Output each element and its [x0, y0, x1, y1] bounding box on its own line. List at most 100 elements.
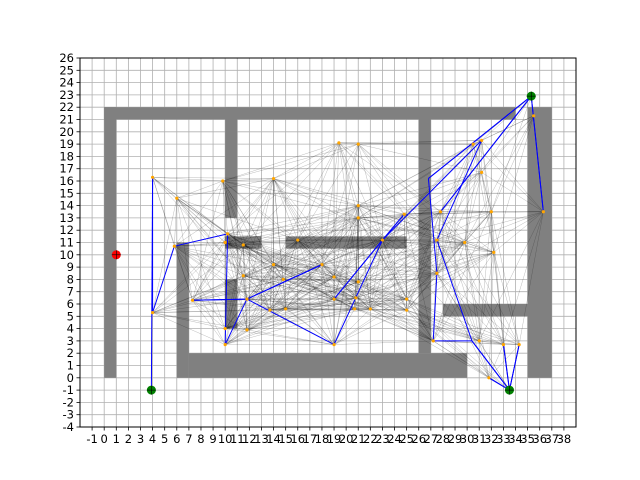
graph-edge	[473, 115, 534, 145]
graph-edge	[243, 275, 371, 310]
graph-node	[532, 114, 536, 118]
graph-node	[368, 307, 372, 311]
graph-edge	[243, 178, 274, 246]
graph-edge	[225, 242, 248, 330]
graph-node	[405, 308, 409, 312]
graph-edge	[192, 300, 248, 330]
graph-edge	[382, 239, 480, 342]
x-tick-label: 1	[113, 432, 120, 446]
graph-edge	[321, 264, 371, 310]
graph-edge	[176, 198, 244, 276]
graph-edge	[222, 180, 359, 206]
graph-edge	[243, 275, 286, 310]
graph-edge	[297, 205, 359, 241]
x-tick-label: 7	[185, 432, 192, 446]
graph-edge	[321, 264, 356, 298]
graph-node	[353, 307, 357, 311]
graph-edge	[436, 211, 492, 241]
graph-edge	[273, 178, 284, 280]
graph-edge	[321, 264, 407, 300]
graph-edge	[358, 205, 371, 309]
graph-edge	[321, 217, 359, 265]
graph-edge	[273, 264, 356, 298]
graph-edge	[358, 140, 482, 219]
graph-edge	[222, 178, 274, 182]
y-tick-label: 12	[59, 223, 74, 237]
graph-edge	[243, 244, 286, 310]
graph-edge	[404, 214, 437, 241]
graph-edge	[406, 298, 490, 378]
graph-edge	[491, 211, 504, 345]
y-tick-label: 26	[59, 51, 74, 65]
graph-edge	[354, 273, 437, 310]
graph-node	[402, 212, 406, 216]
graph-edge	[333, 214, 405, 278]
graph-edge	[334, 276, 407, 300]
graph-node	[492, 250, 496, 254]
graph-edge	[176, 178, 274, 199]
graph-edge	[192, 180, 223, 301]
graph-edge	[222, 180, 248, 300]
graph-edge	[338, 142, 359, 145]
graph-edge	[333, 273, 437, 345]
graph-edge	[243, 244, 322, 265]
x-tick-label: 6	[173, 432, 180, 446]
graph-edge	[321, 214, 405, 265]
graph-edge	[334, 276, 359, 283]
graph-edge	[269, 298, 407, 311]
graph-edge	[436, 239, 465, 243]
graph-edge	[176, 198, 284, 280]
graph-edge	[283, 279, 407, 311]
graph-node	[477, 339, 481, 343]
graph-edge	[493, 211, 544, 253]
graph-edge	[192, 264, 322, 301]
graph-edge	[225, 298, 335, 345]
graph-edge	[358, 252, 494, 283]
graph-edge	[152, 177, 226, 243]
graph-edge	[354, 217, 359, 309]
graph-edge	[225, 264, 323, 345]
graph-edge	[406, 298, 504, 345]
graph-edge	[358, 214, 405, 219]
graph-edge	[479, 340, 510, 391]
graph-edge	[321, 144, 359, 265]
graph-edge	[176, 180, 223, 199]
graph-edge	[355, 242, 465, 298]
graph-edge	[152, 244, 244, 313]
graph-edge	[222, 180, 274, 265]
graph-edge	[246, 308, 371, 330]
graph-edge	[174, 246, 248, 300]
graph-edge	[491, 211, 494, 253]
graph-edge	[370, 242, 465, 310]
graph-edge	[227, 233, 244, 276]
graph-edge	[152, 198, 177, 313]
graph-edge	[269, 281, 359, 311]
graph-node	[337, 141, 341, 145]
graph-edge	[358, 211, 441, 219]
graph-node	[268, 308, 272, 312]
x-tick-label: 30	[460, 432, 475, 446]
graph-edge	[225, 276, 335, 345]
graph-edge	[225, 328, 247, 330]
graph-edge	[404, 214, 407, 300]
graph-node	[172, 244, 176, 248]
graph-edge	[225, 328, 335, 345]
graph-edge	[334, 298, 407, 311]
x-tick-label: 24	[387, 432, 402, 446]
graph-edge	[192, 239, 298, 301]
graph-edge	[406, 298, 434, 341]
graph-edge	[406, 298, 520, 345]
graph-edge	[358, 143, 441, 212]
graph-edge	[333, 239, 437, 300]
y-tick-label: -1	[63, 383, 74, 397]
y-tick-label: 25	[59, 63, 74, 77]
graph-edge	[273, 264, 284, 280]
graph-edge	[246, 297, 356, 330]
graph-edge	[285, 308, 335, 345]
graph-node	[284, 307, 288, 311]
graph-edge	[225, 308, 355, 329]
graph-edge	[321, 264, 359, 282]
y-tick-label: -4	[63, 420, 74, 434]
graph-nodes	[150, 94, 545, 392]
graph-edge	[321, 264, 335, 345]
